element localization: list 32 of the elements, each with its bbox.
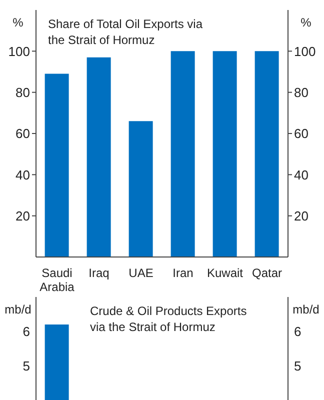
y-tick-label: 6 xyxy=(22,324,30,339)
bar xyxy=(44,74,69,257)
y2-tick-label: 20 xyxy=(294,208,308,224)
text: Share of Total Oil Exports via the Strait of Hormuz xyxy=(48,16,204,48)
x-tick-label: Iran xyxy=(172,266,194,280)
bar xyxy=(254,51,279,257)
y2-tick-label: 80 xyxy=(294,84,308,100)
bar xyxy=(170,51,195,257)
y-tick-label: 20 xyxy=(16,208,30,224)
x-tick-label: Kuwait xyxy=(206,266,244,280)
y2-axis-title: % xyxy=(300,16,312,30)
y2-tick-label: 5 xyxy=(294,358,302,374)
y-tick-label: 40 xyxy=(16,167,30,182)
y2-tick-label: 6 xyxy=(294,324,302,339)
y-tick-label: 60 xyxy=(16,126,30,142)
x-tick-label: Saudi Arabia xyxy=(40,266,75,294)
x-tick-label: Qatar xyxy=(252,266,282,280)
y2-tick-label: 40 xyxy=(294,167,308,182)
y2-axis-title: mb/d xyxy=(292,302,320,317)
bar xyxy=(86,57,111,257)
bar xyxy=(212,51,237,257)
y-axis-title: mb/d xyxy=(4,302,32,317)
text: Crude & Oil Products Exports via the Strait of Hormuz xyxy=(90,303,248,335)
x-tick-label: Iraq xyxy=(88,266,110,280)
y2-tick-label: 60 xyxy=(294,126,308,142)
y-tick-label: 5 xyxy=(22,358,30,374)
bar xyxy=(128,121,153,257)
y-tick-label: 100 xyxy=(8,44,30,59)
y-axis-title: % xyxy=(12,16,24,30)
y2-tick-label: 100 xyxy=(294,44,316,59)
y-tick-label: 80 xyxy=(16,84,30,100)
x-tick-label: UAE xyxy=(128,266,154,280)
